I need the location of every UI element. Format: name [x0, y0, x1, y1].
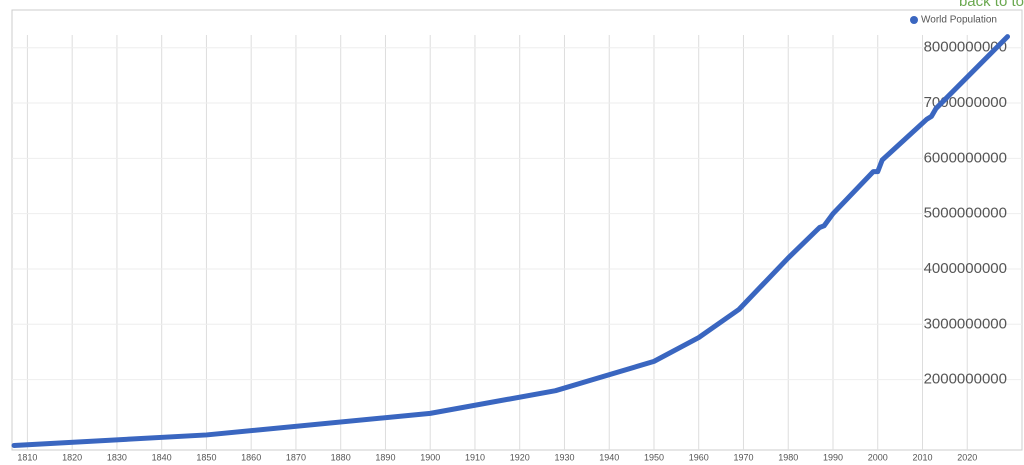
x-tick-label: 2000	[868, 452, 888, 462]
y-tick-label: 3000000000	[924, 315, 1007, 332]
y-tick-label: 6000000000	[924, 149, 1007, 166]
x-tick-label: 1840	[152, 452, 172, 462]
y-tick-label: 2000000000	[924, 371, 1007, 388]
x-tick-label: 1880	[331, 452, 351, 462]
x-tick-label: 1970	[733, 452, 753, 462]
x-tick-label: 1910	[465, 452, 485, 462]
x-tick-label: 1890	[375, 452, 395, 462]
y-tick-label: 5000000000	[924, 205, 1007, 222]
x-tick-label: 2010	[912, 452, 932, 462]
x-tick-label: 1900	[420, 452, 440, 462]
data-line	[11, 34, 1011, 448]
x-tick-label: 1920	[510, 452, 530, 462]
x-tick-label: 1810	[17, 452, 37, 462]
x-tick-label: 1830	[107, 452, 127, 462]
back-link[interactable]: back to to	[959, 0, 1024, 10]
x-tick-label: 2020	[957, 452, 977, 462]
x-tick-label: 1930	[554, 452, 574, 462]
x-tick-label: 1990	[823, 452, 843, 462]
legend-marker	[910, 16, 918, 24]
x-tick-label: 1950	[644, 452, 664, 462]
x-tick-label: 1940	[599, 452, 619, 462]
x-tick-label: 1960	[689, 452, 709, 462]
x-tick-label: 1870	[286, 452, 306, 462]
plot-frame	[11, 9, 1023, 451]
legend-label: World Population	[921, 15, 997, 26]
y-tick-label: 8000000000	[924, 39, 1007, 56]
x-tick-label: 1850	[196, 452, 216, 462]
x-tick-label: 1860	[241, 452, 261, 462]
x-tick-label: 1980	[778, 452, 798, 462]
x-tick-label: 1820	[62, 452, 82, 462]
y-tick-label: 4000000000	[924, 260, 1007, 277]
